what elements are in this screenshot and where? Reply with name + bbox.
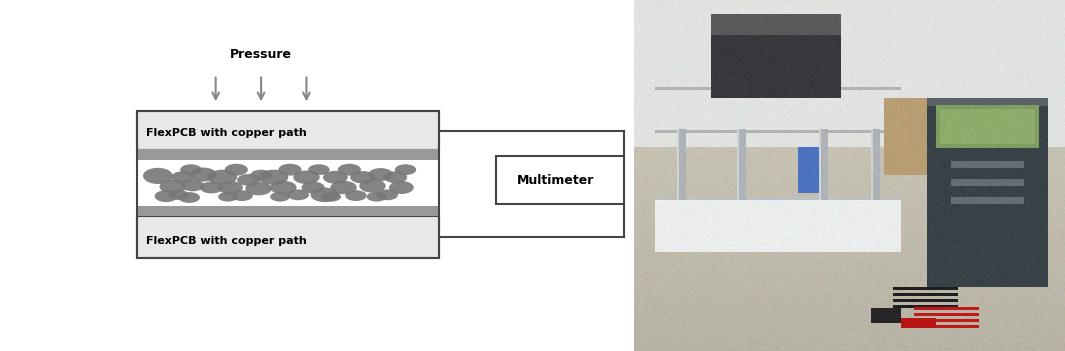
Ellipse shape [250, 170, 272, 180]
Bar [137, 160, 439, 206]
Bar [137, 217, 439, 258]
Ellipse shape [377, 190, 398, 200]
Text: Multimeter: Multimeter [517, 174, 594, 187]
Ellipse shape [350, 171, 375, 184]
Ellipse shape [200, 181, 223, 193]
Ellipse shape [322, 192, 341, 201]
Ellipse shape [345, 190, 366, 201]
Ellipse shape [208, 170, 237, 185]
Bar [137, 111, 439, 258]
Bar [137, 111, 439, 150]
Ellipse shape [237, 174, 260, 186]
Ellipse shape [154, 190, 178, 202]
Ellipse shape [245, 182, 272, 196]
Bar [137, 206, 439, 217]
Ellipse shape [181, 179, 204, 191]
Bar [137, 150, 439, 160]
Ellipse shape [190, 167, 216, 181]
Ellipse shape [359, 179, 386, 193]
Ellipse shape [225, 164, 248, 176]
Ellipse shape [338, 164, 361, 176]
Ellipse shape [180, 164, 201, 175]
Ellipse shape [308, 164, 329, 175]
Text: FlexPCB with copper path: FlexPCB with copper path [146, 236, 307, 246]
Text: FlexPCB with copper path: FlexPCB with copper path [146, 128, 307, 138]
Ellipse shape [171, 171, 194, 183]
Ellipse shape [366, 192, 387, 201]
Ellipse shape [259, 170, 289, 185]
Ellipse shape [231, 190, 252, 201]
Ellipse shape [311, 187, 339, 202]
Bar [496, 155, 624, 204]
Ellipse shape [218, 181, 243, 194]
Text: Pressure: Pressure [230, 48, 292, 61]
Ellipse shape [278, 164, 301, 176]
Ellipse shape [293, 171, 319, 184]
Ellipse shape [271, 192, 290, 201]
Ellipse shape [288, 190, 309, 200]
Ellipse shape [395, 164, 416, 175]
Ellipse shape [323, 171, 347, 184]
Ellipse shape [368, 168, 393, 181]
Ellipse shape [168, 190, 189, 200]
Ellipse shape [330, 181, 357, 194]
Ellipse shape [143, 168, 173, 184]
Ellipse shape [160, 180, 186, 194]
Ellipse shape [301, 181, 325, 193]
Ellipse shape [384, 171, 407, 183]
Ellipse shape [179, 192, 200, 203]
Ellipse shape [389, 181, 414, 194]
Ellipse shape [271, 181, 296, 194]
Ellipse shape [218, 192, 237, 201]
